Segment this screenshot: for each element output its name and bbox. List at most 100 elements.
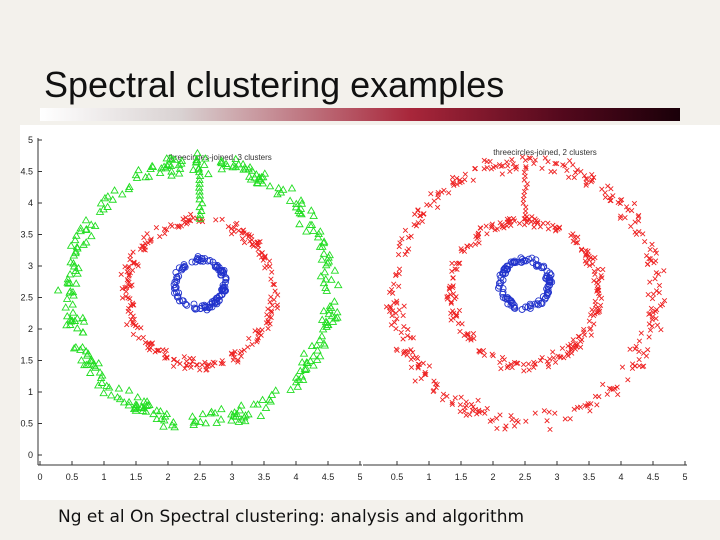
x-tick-label: 3.5 <box>583 472 596 482</box>
point-x <box>244 231 250 237</box>
point-x <box>584 176 590 183</box>
point-x <box>128 310 134 317</box>
point-x <box>252 328 258 334</box>
point-x <box>559 345 566 351</box>
x-tick-label: 4 <box>618 472 623 482</box>
point-x <box>635 214 641 220</box>
point-circle <box>532 256 540 264</box>
point-triangle <box>331 314 340 322</box>
point-x <box>535 219 541 225</box>
point-x <box>268 276 274 282</box>
point-x <box>456 307 463 314</box>
point-x <box>656 290 662 296</box>
point-circle <box>497 274 505 282</box>
point-x <box>393 310 399 316</box>
point-x <box>182 365 188 372</box>
point-triangle <box>295 219 304 228</box>
point-x <box>505 363 511 369</box>
point-circle <box>511 258 518 266</box>
point-x <box>605 183 611 189</box>
point-x <box>508 361 514 367</box>
point-x <box>586 257 592 263</box>
point-triangle <box>299 349 309 357</box>
x-tick-label: 1.5 <box>130 472 143 482</box>
point-triangle <box>131 400 141 408</box>
point-x <box>505 163 511 169</box>
point-triangle <box>175 164 185 172</box>
point-triangle <box>197 198 207 207</box>
point-triangle <box>85 368 95 376</box>
point-x <box>529 214 535 220</box>
point-x <box>169 223 175 229</box>
point-triangle <box>313 346 322 354</box>
point-x <box>499 171 505 177</box>
point-x <box>127 270 133 276</box>
point-triangle <box>95 207 105 215</box>
point-x <box>598 295 605 301</box>
point-triangle <box>287 184 297 192</box>
point-triangle <box>108 195 118 203</box>
point-x <box>408 347 414 353</box>
point-x <box>510 161 516 167</box>
point-x <box>532 157 538 163</box>
point-triangle <box>198 409 208 418</box>
point-x <box>498 366 504 372</box>
point-x <box>625 377 631 383</box>
point-x <box>524 181 530 187</box>
point-x <box>446 286 453 292</box>
point-x <box>189 358 196 365</box>
point-circle <box>173 274 181 281</box>
point-x <box>246 335 252 342</box>
x-tick-label: 4 <box>293 472 298 482</box>
point-x <box>194 362 200 368</box>
point-triangle <box>95 368 105 376</box>
point-x <box>454 181 460 187</box>
point-circle <box>178 266 186 274</box>
plot-title: threecircles-joined, 2 clusters <box>493 148 597 157</box>
point-x <box>245 344 251 350</box>
point-x <box>521 216 527 222</box>
point-x <box>636 348 642 355</box>
point-triangle <box>73 269 82 277</box>
point-x <box>391 281 397 287</box>
point-x <box>481 157 487 163</box>
point-triangle <box>137 402 147 411</box>
point-x <box>418 375 424 382</box>
point-x <box>636 357 642 363</box>
point-x <box>454 175 460 181</box>
point-x <box>544 418 550 424</box>
point-triangle <box>69 344 79 352</box>
point-x <box>581 173 588 179</box>
point-triangle <box>156 414 166 423</box>
point-triangle <box>323 320 333 328</box>
point-triangle <box>62 311 72 320</box>
point-triangle <box>82 351 92 359</box>
point-x <box>654 322 661 328</box>
x-tick-label: 0 <box>37 472 42 482</box>
figure-panel: 0 0.5 1 1.5 2 2.5 3 3.5 4 4.5 5 0 0.5 1 1.5 2 2.5 3 3.5 4 4.… <box>20 125 720 500</box>
point-x <box>610 386 616 393</box>
point-x <box>411 222 417 228</box>
y-tick-label: 0 <box>28 450 33 460</box>
point-triangle <box>210 408 220 417</box>
point-x <box>472 241 478 247</box>
point-x <box>439 189 445 195</box>
point-x <box>578 168 584 175</box>
point-x <box>402 251 408 258</box>
point-x <box>210 359 216 365</box>
point-x <box>632 219 638 225</box>
point-x <box>447 292 454 298</box>
point-x <box>631 200 638 207</box>
point-x <box>228 350 235 356</box>
point-x <box>454 313 460 319</box>
point-x <box>650 291 657 297</box>
point-x <box>127 283 133 289</box>
point-triangle <box>232 409 242 417</box>
point-circle <box>535 301 542 309</box>
point-x <box>588 332 594 338</box>
point-triangle <box>252 170 261 178</box>
point-x <box>262 265 268 271</box>
point-triangle <box>77 356 86 364</box>
point-x <box>140 334 146 341</box>
point-x <box>401 323 407 330</box>
